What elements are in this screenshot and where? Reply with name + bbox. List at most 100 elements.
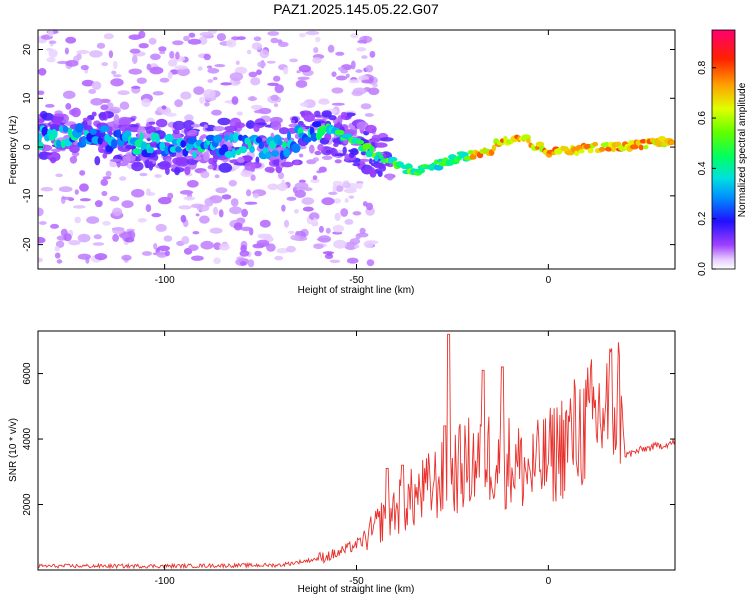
noise-blob (155, 223, 167, 232)
ridge-core (578, 149, 585, 154)
noise-blob (105, 170, 112, 177)
noise-blob (273, 75, 281, 82)
ridge-core (334, 129, 345, 136)
noise-blob (156, 251, 168, 258)
noise-blob (121, 254, 132, 261)
snr-panel: -100 -50 0 2000 4000 6000 Height of straight … (8, 330, 676, 595)
noise-blob (192, 231, 200, 235)
noise-blob (153, 243, 158, 250)
noise-blob (278, 41, 289, 48)
noise-blob (167, 71, 173, 79)
noise-blob (348, 79, 360, 84)
noise-blob (247, 96, 258, 101)
ridge-core (369, 145, 375, 152)
ridge-blob (291, 119, 296, 124)
ridge-core (271, 150, 280, 157)
noise-blob (294, 209, 299, 214)
ridge-core (604, 141, 610, 148)
spectrogram-heatmap (38, 30, 675, 268)
ridge-core (100, 125, 110, 132)
ridge-core (643, 144, 649, 150)
ridge-blob (154, 149, 163, 155)
ridge-blob (314, 110, 321, 117)
spectrogram-ylabel: Frequency (Hz) (8, 116, 19, 185)
noise-blob (145, 204, 152, 213)
noise-blob (359, 227, 366, 234)
noise-blob (110, 78, 124, 87)
ridge-blob (297, 120, 304, 126)
ridge-blob (368, 158, 373, 165)
x-tick-label: -50 (349, 576, 364, 587)
y-tick-label: 4000 (22, 427, 33, 450)
noise-blob (101, 62, 109, 67)
y-tick-label: 6000 (22, 362, 33, 385)
ridge-core (598, 146, 606, 152)
colorbar-ticks: 0.0 0.2 0.4 0.6 0.8 (697, 60, 716, 276)
ridge-blob (186, 130, 198, 137)
noise-blob (128, 34, 142, 40)
ridge-blob (50, 148, 62, 153)
noise-blob (355, 233, 362, 240)
noise-blob (362, 201, 368, 207)
noise-blob (207, 68, 220, 74)
ridge-blob (172, 120, 186, 131)
noise-blob (180, 205, 188, 210)
noise-blob (159, 77, 170, 83)
noise-blob (317, 235, 332, 243)
noise-blob (346, 257, 359, 264)
noise-blob (230, 198, 239, 207)
y-tick-label: -10 (22, 188, 33, 203)
noise-blob (46, 57, 56, 63)
noise-blob (209, 227, 223, 234)
y-tick-label: 20 (22, 44, 33, 56)
ridge-blob (278, 127, 290, 135)
ridge-blob (364, 168, 371, 175)
ridge-blob (172, 129, 180, 135)
noise-blob (360, 103, 372, 110)
noise-blob (312, 217, 318, 226)
noise-blob (74, 189, 80, 195)
ridge-core (89, 128, 97, 135)
noise-blob (331, 102, 345, 106)
noise-blob (157, 245, 170, 252)
noise-blob (79, 170, 86, 176)
noise-blob (361, 55, 368, 59)
ridge-blob (203, 151, 210, 162)
noise-blob (92, 242, 105, 246)
noise-blob (214, 64, 226, 68)
noise-blob (180, 214, 187, 223)
noise-blob (163, 235, 173, 242)
ridge-blob (200, 134, 208, 139)
ridge-core (229, 132, 234, 143)
noise-blob (241, 208, 249, 218)
ridge-blob (148, 121, 156, 125)
noise-blob (290, 234, 301, 241)
colorbar-label: Normalized spectral amplitude (737, 82, 748, 217)
ridge-core (232, 132, 240, 143)
noise-blob (183, 35, 190, 42)
noise-blob (283, 219, 290, 228)
noise-blob (259, 49, 270, 59)
noise-blob (248, 71, 258, 78)
noise-blob (326, 252, 333, 257)
noise-blob (365, 65, 374, 73)
noise-blob (244, 201, 258, 205)
ridge-blob (128, 124, 139, 128)
ridge-blob (43, 152, 53, 156)
ridge-core (287, 131, 291, 141)
y-tick-label: 0 (22, 144, 33, 150)
noise-blob (124, 237, 135, 243)
ridge-core (132, 148, 142, 155)
noise-blob (253, 109, 265, 114)
ridge-core (59, 125, 63, 133)
noise-blob (308, 212, 320, 221)
ridge-core (155, 135, 160, 144)
noise-blob (286, 245, 296, 253)
ridge-core (303, 136, 312, 143)
noise-blob (207, 79, 214, 83)
ridge-blob (373, 162, 386, 169)
noise-blob (246, 189, 252, 197)
noise-blob (68, 240, 81, 246)
ridge-blob (53, 113, 66, 117)
noise-blob (340, 208, 349, 217)
